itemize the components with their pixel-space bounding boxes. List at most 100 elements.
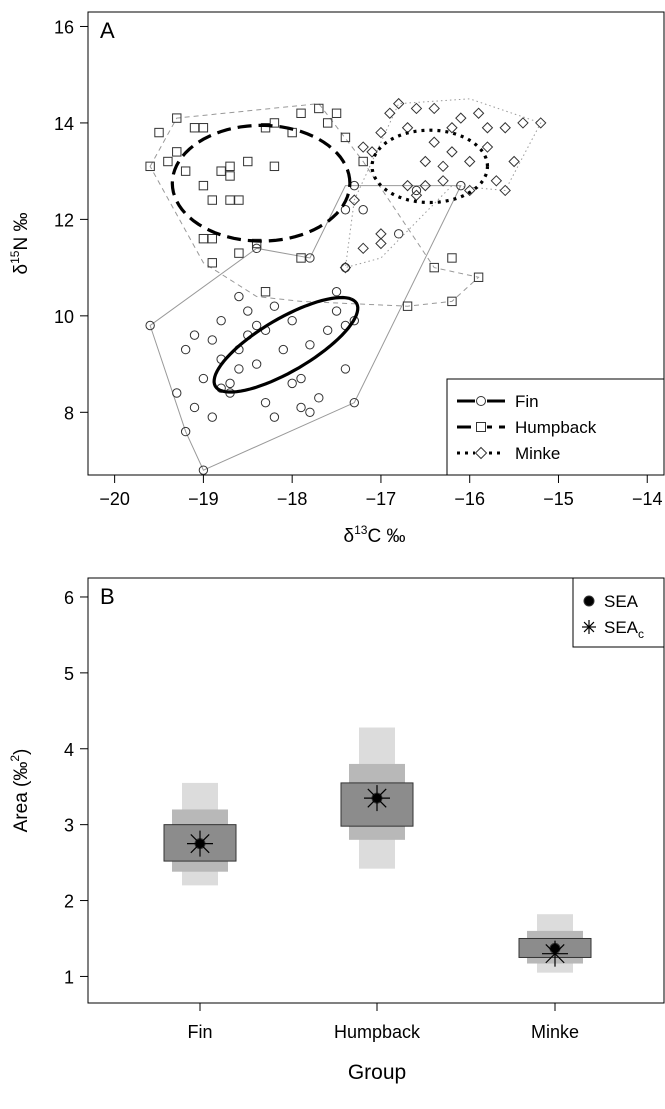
panel-a-x-ticks: −20 −19 −18 −17 −16 −15 −14 bbox=[99, 475, 663, 509]
point-fin bbox=[349, 397, 360, 408]
y-tick-label: 16 bbox=[54, 17, 74, 37]
point-minke bbox=[446, 122, 458, 134]
y-tick-label: 6 bbox=[64, 588, 74, 608]
point-minke bbox=[437, 175, 449, 187]
point-fin bbox=[216, 315, 226, 326]
panel-b-legend: SEA SEAc bbox=[572, 577, 665, 648]
point-fin bbox=[180, 344, 191, 355]
point-minke bbox=[464, 184, 476, 197]
point-fin bbox=[234, 291, 244, 302]
point-minke bbox=[375, 126, 387, 139]
point-humpback bbox=[145, 161, 155, 172]
point-humpback bbox=[189, 123, 200, 133]
panel-a-ellipses bbox=[170, 123, 490, 394]
x-tick-label-minke: Minke bbox=[531, 1022, 579, 1042]
panel-b-x-ticks: Fin Humpback Minke bbox=[187, 1003, 579, 1042]
point-humpback bbox=[340, 132, 351, 143]
point-fin bbox=[269, 301, 280, 311]
y-tick-label: 10 bbox=[54, 307, 74, 327]
point-minke bbox=[535, 117, 547, 129]
point-fin bbox=[305, 340, 315, 350]
seac-point-minke bbox=[542, 940, 568, 967]
point-fin bbox=[340, 262, 351, 273]
point-humpback bbox=[216, 166, 226, 176]
point-humpback bbox=[154, 127, 164, 138]
y-tick-label: 1 bbox=[64, 967, 74, 987]
point-fin bbox=[145, 320, 155, 331]
x-tick-label: −19 bbox=[188, 489, 219, 509]
point-fin bbox=[207, 412, 217, 422]
point-minke bbox=[419, 155, 432, 168]
point-fin bbox=[251, 320, 262, 331]
point-fin bbox=[251, 243, 262, 254]
y-tick-label: 14 bbox=[54, 114, 74, 134]
panel-a: A −20 −19 −18 −17 −16 −15 −14 8 10 12 14 16 δ13C ‰… bbox=[8, 11, 665, 547]
point-fin bbox=[411, 185, 422, 196]
panel-a-x-axis-label: δ13C ‰ bbox=[344, 523, 406, 547]
legend-marker-fin bbox=[476, 396, 486, 406]
point-minke bbox=[348, 194, 361, 206]
point-minke bbox=[481, 141, 494, 153]
y-tick-label: 3 bbox=[64, 816, 74, 836]
hull-minke bbox=[344, 98, 542, 269]
panel-a-label: A bbox=[100, 18, 115, 43]
point-minke bbox=[366, 146, 378, 158]
point-humpback bbox=[243, 156, 253, 167]
point-humpback bbox=[269, 118, 280, 128]
point-humpback bbox=[234, 248, 244, 258]
point-humpback bbox=[225, 161, 235, 172]
panel-b: B Fin Humpback Minke 1 2 3 4 5 6 Group Area (‰2… bbox=[8, 577, 665, 1084]
point-humpback bbox=[172, 147, 182, 157]
point-minke bbox=[375, 237, 387, 250]
point-humpback bbox=[447, 296, 457, 307]
point-humpback bbox=[225, 195, 235, 205]
point-fin bbox=[207, 335, 217, 345]
point-humpback bbox=[322, 118, 333, 128]
point-fin bbox=[314, 393, 324, 403]
panel-b-y-axis-label: Area (‰2) bbox=[8, 749, 32, 833]
panel-b-label: B bbox=[100, 584, 115, 609]
x-tick-label: −20 bbox=[99, 489, 130, 509]
point-humpback bbox=[172, 113, 182, 123]
legend-marker-seac bbox=[582, 620, 596, 634]
point-fin bbox=[287, 378, 297, 389]
point-minke bbox=[455, 112, 467, 124]
point-minke bbox=[508, 155, 520, 168]
point-minke bbox=[401, 122, 414, 134]
point-minke bbox=[375, 228, 387, 240]
point-humpback bbox=[358, 156, 368, 167]
y-tick-label: 4 bbox=[64, 740, 74, 760]
point-fin bbox=[331, 287, 342, 297]
point-minke bbox=[428, 102, 440, 115]
point-minke bbox=[499, 184, 511, 197]
point-humpback bbox=[198, 233, 209, 244]
point-humpback bbox=[447, 253, 457, 263]
point-fin bbox=[260, 397, 271, 408]
x-tick-label: −17 bbox=[366, 489, 397, 509]
point-minke bbox=[517, 117, 529, 129]
x-tick-label-humpback: Humpback bbox=[334, 1022, 421, 1042]
point-fin bbox=[296, 373, 306, 384]
point-fin bbox=[269, 412, 280, 422]
x-tick-label: −16 bbox=[454, 489, 485, 509]
point-fin bbox=[172, 388, 182, 398]
point-humpback bbox=[251, 238, 262, 249]
point-minke bbox=[490, 175, 503, 187]
point-minke bbox=[464, 155, 476, 168]
point-minke bbox=[481, 122, 494, 134]
point-fin bbox=[358, 205, 368, 215]
point-fin bbox=[278, 344, 288, 355]
point-minke bbox=[357, 242, 369, 255]
legend-label-humpback: Humpback bbox=[515, 418, 597, 437]
point-fin bbox=[180, 426, 191, 437]
point-fin bbox=[340, 205, 351, 215]
panel-b-frame bbox=[87, 577, 665, 1004]
point-humpback bbox=[198, 123, 209, 133]
y-tick-label: 2 bbox=[64, 892, 74, 912]
point-fin bbox=[340, 364, 351, 374]
point-minke bbox=[437, 160, 449, 173]
point-fin bbox=[251, 359, 262, 369]
panel-b-x-axis-label: Group bbox=[348, 1061, 406, 1084]
point-fin bbox=[189, 402, 200, 413]
